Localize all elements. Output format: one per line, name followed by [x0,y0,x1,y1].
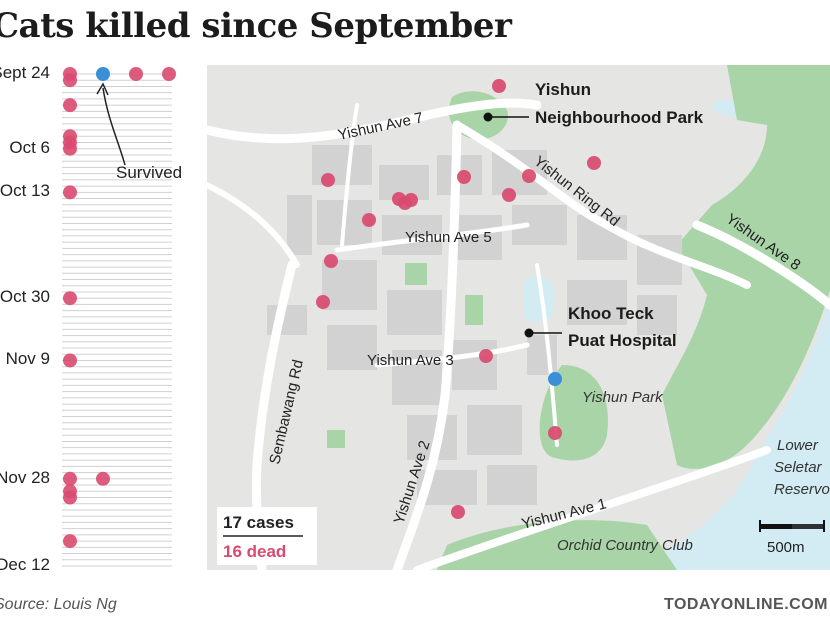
map-case-dot [479,349,493,363]
map-case-dot [522,169,536,183]
timeline-date-label: Nov 9 [5,349,50,369]
map-survived-dot [548,372,562,386]
map-case-dot [587,156,601,170]
timeline-case-dot [63,73,77,88]
survived-arrow [102,87,126,166]
map-case-dot [492,79,506,93]
place-yishun-park: Yishun Park [582,389,664,406]
green-patch-1 [405,263,427,285]
legend-cases: 17 cases [223,513,294,532]
green-patch-2 [465,295,483,325]
timeline-survived-dot [96,67,110,81]
survived-label: Survived [116,163,183,182]
map-case-dot [404,193,418,207]
legend-dead: 16 dead [223,542,286,561]
timeline-date-label: Nov 28 [0,467,50,487]
page-title: Cats killed since September [0,6,512,46]
map-case-dot [457,170,471,184]
place-hospital-line2: Puat Hospital [568,331,677,350]
timeline-case-dot [63,185,77,200]
timeline-case-dot [96,471,110,486]
timeline-case-dot [129,67,143,81]
timeline-date-label: Oct 13 [0,181,50,201]
timeline-case-dot [63,490,77,505]
scale-bar: 500m [759,520,825,556]
map-case-dot [324,254,338,268]
timeline-case-dot [63,471,77,486]
timeline-date-label: Dec 12 [0,555,50,574]
place-hospital-line1: Khoo Teck [568,304,654,323]
road-label-yishun-ave-7: Yishun Ave 7 [336,109,424,144]
yishun-map: Yishun Ave 7 Yishun Ring Rd Yishun Ave 8… [207,65,830,570]
timeline-date-label: Oct 6 [9,137,50,157]
map-case-dot [548,426,562,440]
timeline-case-dot [63,291,77,306]
brand-credit: TODAYONLINE.COM [664,596,828,613]
reservoir-water [637,295,830,570]
place-reservoir-line1: Lower [777,437,819,454]
place-reservoir-line2: Seletar [774,459,823,476]
place-reservoir-line3: Reservoir [774,481,830,498]
timeline-case-dot [162,67,176,81]
source-credit: Source: Louis Ng [0,596,117,613]
map-case-dot [502,188,516,202]
place-orchid-country-club: Orchid Country Club [557,537,693,554]
road-network [207,98,830,570]
building-blocks [267,145,682,505]
green-patch-3 [327,430,345,448]
road-label-yishun-ave-3: Yishun Ave 3 [367,352,454,369]
map-panel: Yishun Ave 7 Yishun Ring Rd Yishun Ave 8… [207,65,830,570]
map-case-dot [451,505,465,519]
timeline-date-label: Sept 24 [0,63,50,82]
hospital-marker [524,328,534,338]
road-label-yishun-ave-5: Yishun Ave 5 [405,229,492,246]
place-neighbourhood-park-line2: Neighbourhood Park [535,108,704,127]
timeline-date-label: Oct 30 [0,287,50,307]
green-orchid [437,520,677,570]
timeline-case-dot [63,141,77,156]
survived-arrowhead [96,82,109,96]
timeline-case-dot [63,98,77,113]
scale-label: 500m [767,539,805,556]
timeline-case-dot [63,534,77,549]
map-case-dot [362,213,376,227]
place-neighbourhood-park-line1: Yishun [535,80,591,99]
map-case-dot [321,173,335,187]
map-case-dots [316,79,601,519]
map-case-dot [316,295,330,309]
green-east [662,65,830,469]
park-marker [483,112,493,122]
timeline-chart [62,67,176,567]
timeline-case-dot [63,353,77,368]
